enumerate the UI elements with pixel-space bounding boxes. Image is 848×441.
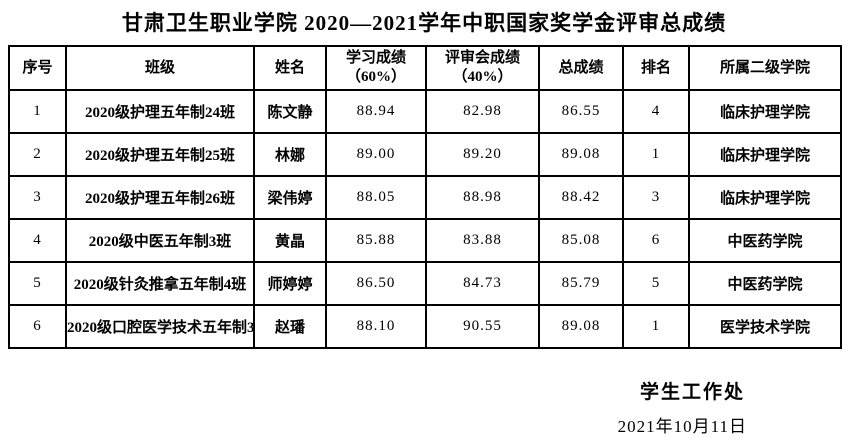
header-college: 所属二级学院 bbox=[688, 45, 842, 91]
page-title: 甘肃卫生职业学院 2020—2021学年中职国家奖学金评审总成绩 bbox=[121, 11, 727, 35]
cell-review-score: 90.55 bbox=[425, 304, 540, 349]
cell-study-score: 86.50 bbox=[325, 261, 427, 306]
cell-rank: 6 bbox=[622, 218, 690, 263]
header-row: 序号 班级 姓名 学习成绩 （60%） 评审会成绩 （40%） 总成绩 排名 所… bbox=[8, 45, 842, 91]
cell-total-score: 88.42 bbox=[538, 175, 624, 220]
header-total-score: 总成绩 bbox=[538, 45, 624, 91]
cell-total-score: 89.08 bbox=[538, 132, 624, 177]
footer-department: 学生工作处 bbox=[639, 382, 745, 403]
cell-study-score: 85.88 bbox=[325, 218, 427, 263]
footer-date: 2021年10月11日 bbox=[617, 417, 747, 436]
cell-class: 2020级中医五年制3班 bbox=[65, 218, 255, 263]
header-class: 班级 bbox=[65, 45, 255, 91]
cell-total-score: 85.08 bbox=[538, 218, 624, 263]
score-table: 序号 班级 姓名 学习成绩 （60%） 评审会成绩 （40%） 总成绩 排名 所… bbox=[8, 45, 842, 349]
cell-study-score: 88.94 bbox=[325, 89, 427, 134]
cell-name: 陈文静 bbox=[253, 89, 327, 134]
cell-name: 黄晶 bbox=[253, 218, 327, 263]
cell-rank: 1 bbox=[622, 304, 690, 349]
cell-college: 中医药学院 bbox=[688, 218, 842, 263]
header-review-score: 评审会成绩 （40%） bbox=[425, 45, 540, 91]
cell-index: 1 bbox=[8, 89, 67, 134]
header-study-score: 学习成绩 （60%） bbox=[325, 45, 427, 91]
cell-total-score: 85.79 bbox=[538, 261, 624, 306]
cell-total-score: 89.08 bbox=[538, 304, 624, 349]
cell-class: 2020级针灸推拿五年制4班 bbox=[65, 261, 255, 306]
table-row: 3 2020级护理五年制26班 梁伟婷 88.05 88.98 88.42 3 … bbox=[8, 175, 842, 220]
cell-class: 2020级护理五年制26班 bbox=[65, 175, 255, 220]
cell-study-score: 88.05 bbox=[325, 175, 427, 220]
cell-class: 2020级口腔医学技术五年制3班 bbox=[65, 304, 255, 349]
header-name: 姓名 bbox=[253, 45, 327, 91]
cell-name: 师婷婷 bbox=[253, 261, 327, 306]
cell-review-score: 83.88 bbox=[425, 218, 540, 263]
cell-rank: 4 bbox=[622, 89, 690, 134]
cell-review-score: 89.20 bbox=[425, 132, 540, 177]
cell-class: 2020级护理五年制24班 bbox=[65, 89, 255, 134]
cell-college: 临床护理学院 bbox=[688, 132, 842, 177]
cell-index: 4 bbox=[8, 218, 67, 263]
cell-index: 6 bbox=[8, 304, 67, 349]
cell-name: 林娜 bbox=[253, 132, 327, 177]
table-row: 1 2020级护理五年制24班 陈文静 88.94 82.98 86.55 4 … bbox=[8, 89, 842, 134]
cell-college: 临床护理学院 bbox=[688, 175, 842, 220]
cell-name: 梁伟婷 bbox=[253, 175, 327, 220]
cell-rank: 5 bbox=[622, 261, 690, 306]
cell-review-score: 82.98 bbox=[425, 89, 540, 134]
cell-college: 医学技术学院 bbox=[688, 304, 842, 349]
cell-review-score: 88.98 bbox=[425, 175, 540, 220]
table-row: 6 2020级口腔医学技术五年制3班 赵璠 88.10 90.55 89.08 … bbox=[8, 304, 842, 349]
header-index: 序号 bbox=[8, 45, 67, 91]
cell-college: 中医药学院 bbox=[688, 261, 842, 306]
cell-name: 赵璠 bbox=[253, 304, 327, 349]
cell-index: 3 bbox=[8, 175, 67, 220]
cell-study-score: 88.10 bbox=[325, 304, 427, 349]
cell-review-score: 84.73 bbox=[425, 261, 540, 306]
cell-rank: 1 bbox=[622, 132, 690, 177]
table-row: 5 2020级针灸推拿五年制4班 师婷婷 86.50 84.73 85.79 5… bbox=[8, 261, 842, 306]
cell-index: 5 bbox=[8, 261, 67, 306]
table-row: 4 2020级中医五年制3班 黄晶 85.88 83.88 85.08 6 中医… bbox=[8, 218, 842, 263]
cell-rank: 3 bbox=[622, 175, 690, 220]
table-row: 2 2020级护理五年制25班 林娜 89.00 89.20 89.08 1 临… bbox=[8, 132, 842, 177]
cell-study-score: 89.00 bbox=[325, 132, 427, 177]
cell-index: 2 bbox=[8, 132, 67, 177]
cell-class: 2020级护理五年制25班 bbox=[65, 132, 255, 177]
cell-college: 临床护理学院 bbox=[688, 89, 842, 134]
cell-total-score: 86.55 bbox=[538, 89, 624, 134]
header-rank: 排名 bbox=[622, 45, 690, 91]
